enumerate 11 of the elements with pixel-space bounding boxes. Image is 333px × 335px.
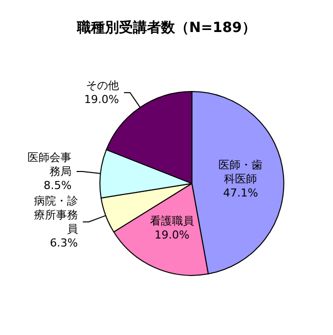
data-label: 19.0% — [154, 228, 190, 242]
slice-label: 医師・歯科医師 — [218, 158, 263, 186]
data-label: 47.1% — [223, 186, 258, 200]
slice-label: その他 — [86, 79, 120, 92]
slice-label: 病院・診療所事務員 — [34, 194, 78, 236]
data-label: 6.3% — [50, 236, 78, 250]
data-label: 19.0% — [84, 93, 120, 106]
slice-label: 医師会事務局 — [28, 151, 72, 178]
slice-label: 看護職員 — [150, 214, 194, 228]
chart-title: 職種別受講者数（N=189） — [76, 19, 256, 36]
data-label: 8.5% — [44, 179, 72, 192]
